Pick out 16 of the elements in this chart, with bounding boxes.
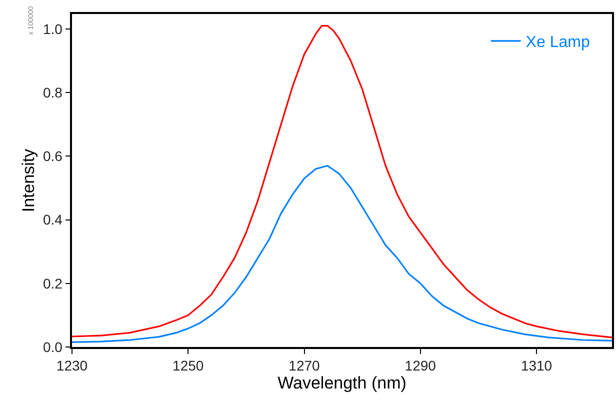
x-tick-label: 1230 bbox=[56, 358, 88, 374]
x-tick-label: 1290 bbox=[404, 358, 436, 374]
x-tick-label: 1270 bbox=[288, 358, 320, 374]
legend-label: Xe Lamp bbox=[526, 34, 590, 52]
line-series bbox=[72, 24, 612, 338]
y-tick-label: 0.2 bbox=[42, 275, 63, 292]
y-tick-label: 0.8 bbox=[42, 84, 63, 100]
x-tick-label: 1310 bbox=[520, 358, 552, 374]
x-tick-label: 1250 bbox=[172, 358, 204, 374]
y-tick-label: 0.6 bbox=[42, 148, 63, 164]
line-series bbox=[72, 164, 612, 344]
y-axis-title: Intensity bbox=[19, 148, 38, 212]
y-tick-label: 0.0 bbox=[42, 338, 63, 355]
y-tick-label: 0.4 bbox=[42, 212, 63, 228]
x-axis-title: Wavelength (nm) bbox=[278, 374, 406, 393]
y-tick-label: 1.0 bbox=[42, 20, 63, 37]
